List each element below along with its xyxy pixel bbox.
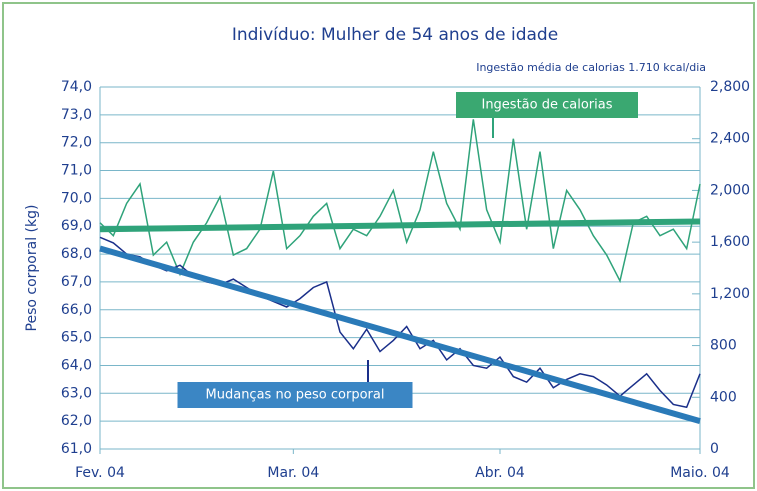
y-tick-label: 74,0: [61, 79, 92, 95]
y-tick-label: 65,0: [61, 330, 92, 346]
y-tick-label: 62,0: [61, 413, 92, 429]
y2-tick-label: 2,800: [710, 79, 750, 95]
x-tick-label: Abr. 04: [475, 465, 525, 481]
y-tick-label: 61,0: [61, 441, 92, 457]
legend-label: Mudanças no peso corporal: [206, 388, 385, 403]
y-tick-label: 70,0: [61, 190, 92, 206]
x-tick-label: Mar. 04: [267, 465, 319, 481]
y2-tick-label: 2,000: [710, 182, 750, 198]
trend-line: [99, 245, 701, 425]
series-line: [99, 119, 701, 284]
legend-box: [456, 92, 638, 118]
y-tick-label: 73,0: [61, 107, 92, 123]
y-tick-label: 64,0: [61, 357, 92, 373]
y-tick-label: 66,0: [61, 302, 92, 318]
y2-tick-label: 2,400: [710, 131, 750, 147]
y-axis-label: Peso corporal (kg): [24, 205, 40, 332]
y-tick-label: 69,0: [61, 218, 92, 234]
y2-tick-label: 800: [710, 338, 737, 354]
y-tick-label: 67,0: [61, 274, 92, 290]
x-tick-label: Fev. 04: [75, 465, 125, 481]
trend-line: [99, 218, 701, 233]
y2-tick-label: 1,600: [710, 234, 750, 250]
y-tick-label: 63,0: [61, 385, 92, 401]
legend-label: Ingestão de calorias: [481, 98, 612, 113]
chart-subtitle: Ingestão média de calorias 1.710 kcal/di…: [476, 61, 706, 74]
y-tick-label: 71,0: [61, 163, 92, 179]
y-tick-label: 68,0: [61, 246, 92, 262]
y2-tick-label: 1,200: [710, 286, 750, 302]
legend-box: [177, 382, 413, 408]
x-tick-label: Maio. 04: [670, 465, 730, 481]
y2-tick-label: 400: [710, 389, 737, 405]
y2-tick-label: 0: [710, 441, 719, 457]
y-tick-label: 72,0: [61, 135, 92, 151]
chart-title: Indivíduo: Mulher de 54 anos de idade: [232, 25, 558, 45]
